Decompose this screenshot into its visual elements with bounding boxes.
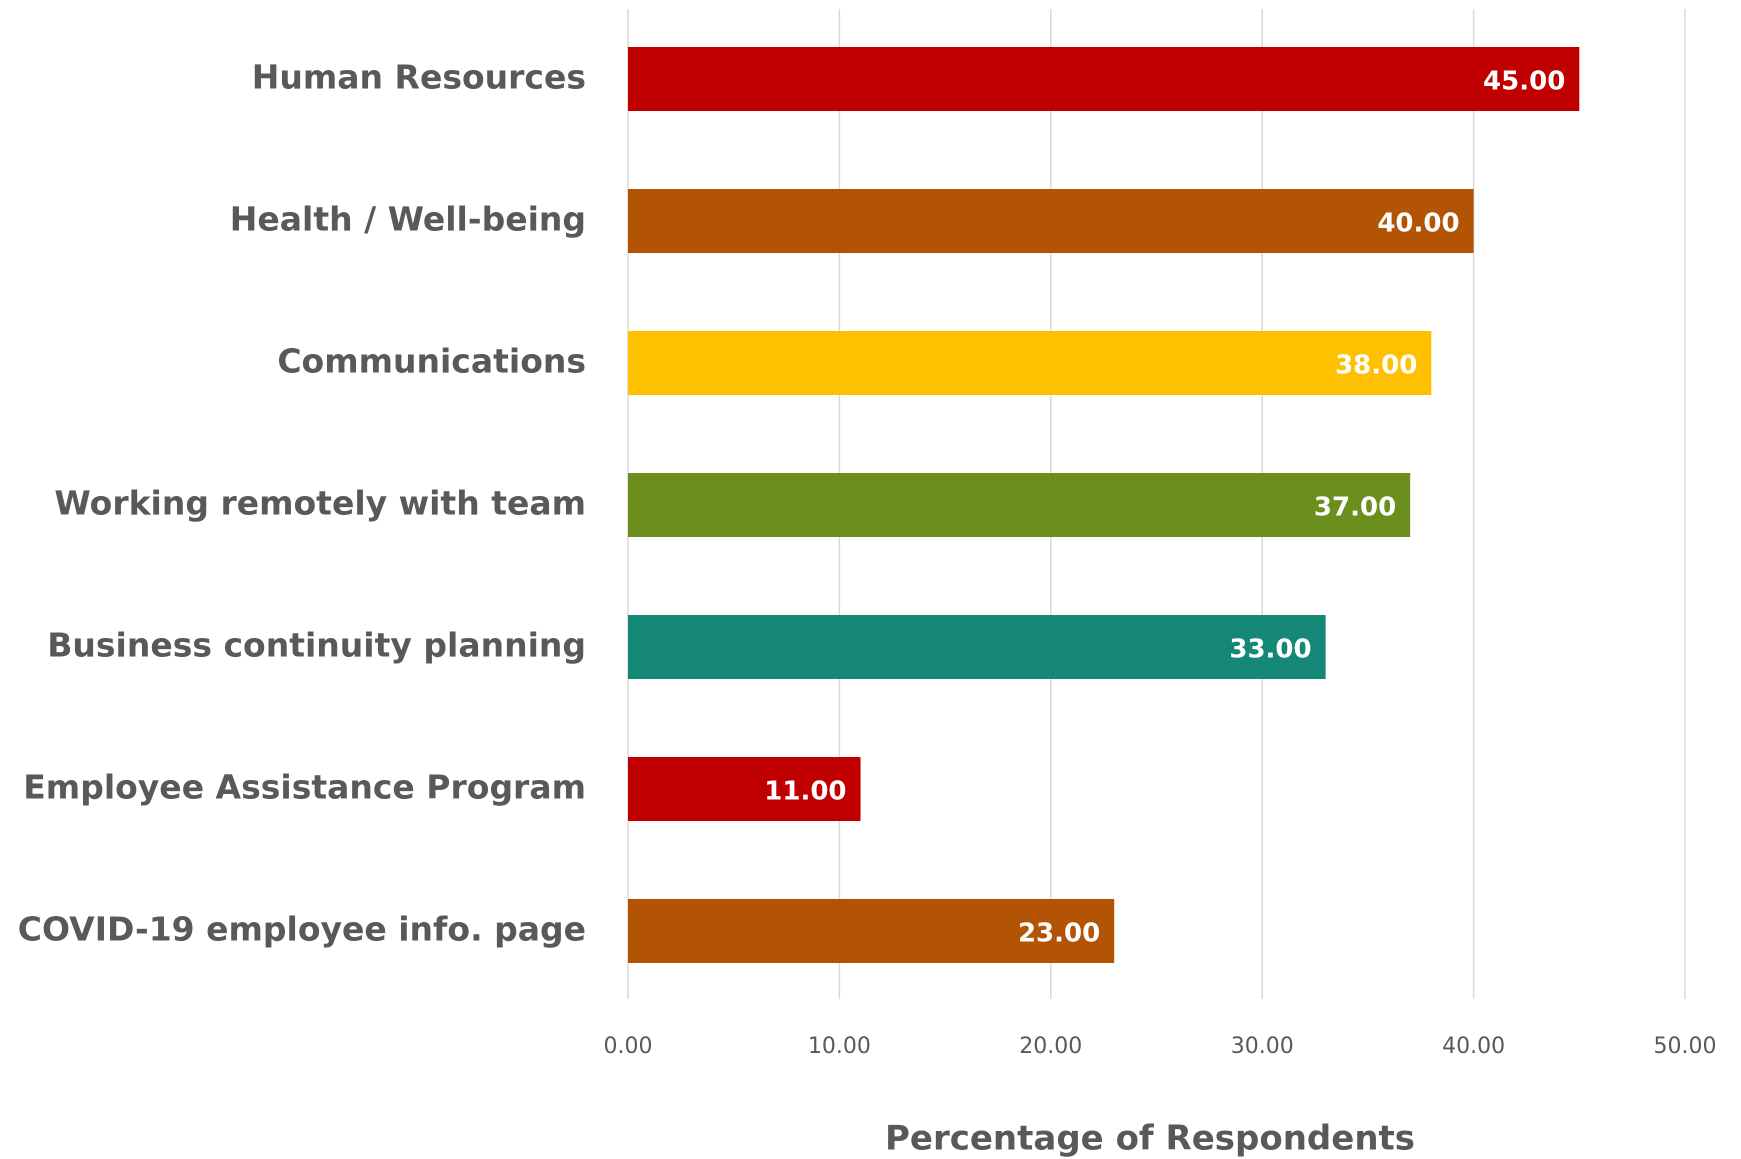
value-label: 11.00 (764, 777, 846, 807)
x-tick-label: 40.00 (1442, 1034, 1505, 1059)
value-label: 37.00 (1314, 493, 1396, 523)
value-label: 38.00 (1335, 351, 1417, 381)
bar (628, 47, 1580, 111)
x-axis-title: Percentage of Respondents (885, 1119, 1415, 1159)
x-tick-label: 10.00 (808, 1034, 871, 1059)
category-label: Employee Assistance Program (23, 768, 586, 807)
category-label: Business continuity planning (47, 626, 586, 665)
x-tick-label: 20.00 (1019, 1034, 1082, 1059)
value-label: 40.00 (1377, 209, 1459, 239)
bar (628, 331, 1432, 395)
x-tick-label: 50.00 (1654, 1034, 1717, 1059)
category-label: Human Resources (252, 58, 586, 97)
bar (628, 473, 1411, 537)
x-tick-label: 0.00 (604, 1034, 653, 1059)
x-tick-label: 30.00 (1231, 1034, 1294, 1059)
category-label: Working remotely with team (54, 484, 586, 523)
bar (628, 899, 1115, 963)
category-label: COVID-19 employee info. page (18, 910, 586, 949)
bar (628, 189, 1474, 253)
value-label: 23.00 (1018, 919, 1100, 949)
category-label: Communications (277, 342, 586, 381)
value-label: 45.00 (1483, 67, 1565, 97)
bar (628, 757, 861, 821)
bar (628, 615, 1326, 679)
value-label: 33.00 (1229, 635, 1311, 665)
category-label: Health / Well-being (230, 200, 586, 239)
